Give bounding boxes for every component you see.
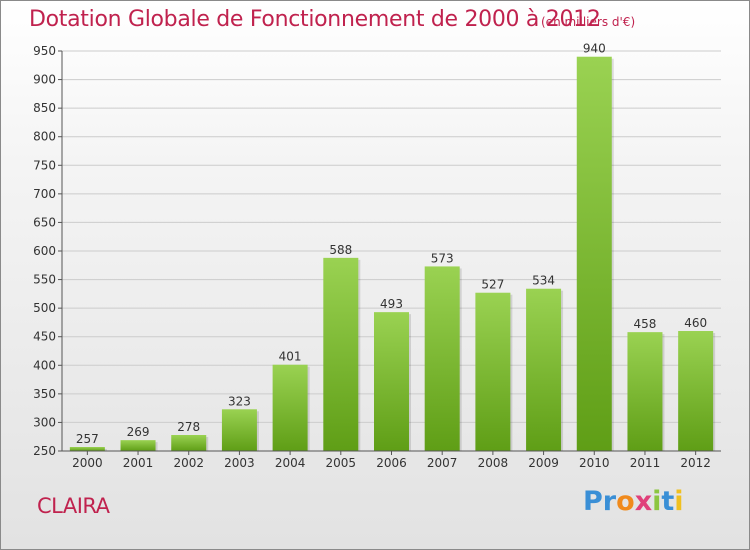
bar [120,440,156,451]
y-tick-label: 600 [33,244,56,258]
y-tick-label: 800 [33,130,56,144]
x-tick-label: 2009 [528,456,559,470]
data-label: 257 [76,432,99,446]
x-tick-label: 2011 [630,456,661,470]
data-label: 401 [279,350,302,364]
data-label: 588 [329,243,352,257]
x-tick-label: 2000 [72,456,103,470]
x-tick-label: 2008 [478,456,509,470]
data-label: 458 [634,317,657,331]
y-tick-label: 750 [33,158,56,172]
bar [627,332,663,451]
y-tick-label: 300 [33,415,56,429]
chart-subtitle: (en milliers d'€) [541,15,636,29]
bar [323,257,359,451]
x-tick-label: 2002 [173,456,204,470]
logo-letter: P [583,486,603,517]
data-label: 460 [684,316,707,330]
location-name: CLAIRA [37,494,110,518]
data-label: 269 [127,425,150,439]
bar [678,331,714,451]
data-label: 493 [380,297,403,311]
bar [272,364,308,451]
data-label: 323 [228,394,251,408]
x-tick-label: 2004 [275,456,306,470]
y-tick-label: 500 [33,301,56,315]
x-tick-label: 2007 [427,456,458,470]
bar [69,447,105,451]
bar [526,288,562,451]
y-tick-label: 250 [33,444,56,458]
data-label: 527 [481,278,504,292]
logo-letter: x [634,486,653,517]
x-tick-label: 2010 [579,456,610,470]
x-tick-label: 2012 [680,456,711,470]
axes: 250 300 350 400 450 500 550 600 650 700 750 800 850 9… [33,44,721,470]
y-tick-label: 400 [33,358,56,372]
logo-letter: t [661,486,675,517]
data-label: 573 [431,251,454,265]
bar [424,266,460,451]
bar [576,56,612,451]
data-label: 534 [532,274,555,288]
y-tick-label: 550 [33,273,56,287]
data-label: 940 [583,42,606,56]
proxiti-logo: Proxiti [583,486,684,517]
y-tick-label: 950 [33,44,56,58]
logo-letter: o [616,486,635,517]
chart-title: Dotation Globale de Fonctionnement de 20… [29,7,601,32]
x-tick-label: 2001 [123,456,154,470]
bar [171,435,207,451]
bars [69,56,716,451]
logo-letter: r [602,486,617,517]
logo-letter: i [652,486,662,517]
logo-letter: i [674,486,684,517]
bar [475,292,511,451]
x-tick-label: 2003 [224,456,255,470]
y-tick-label: 700 [33,187,56,201]
y-tick-label: 450 [33,330,56,344]
y-tick-label: 350 [33,387,56,401]
data-label: 278 [177,420,200,434]
y-tick-label: 900 [33,73,56,87]
y-tick-label: 650 [33,215,56,229]
x-tick-label: 2005 [326,456,357,470]
bar [374,312,409,451]
value-labels: 257 269 278 323 401 588 493 573 527 534 940 458 460 [76,42,707,446]
bar [221,409,257,451]
y-tick-label: 850 [33,101,56,115]
x-tick-label: 2006 [376,456,407,470]
